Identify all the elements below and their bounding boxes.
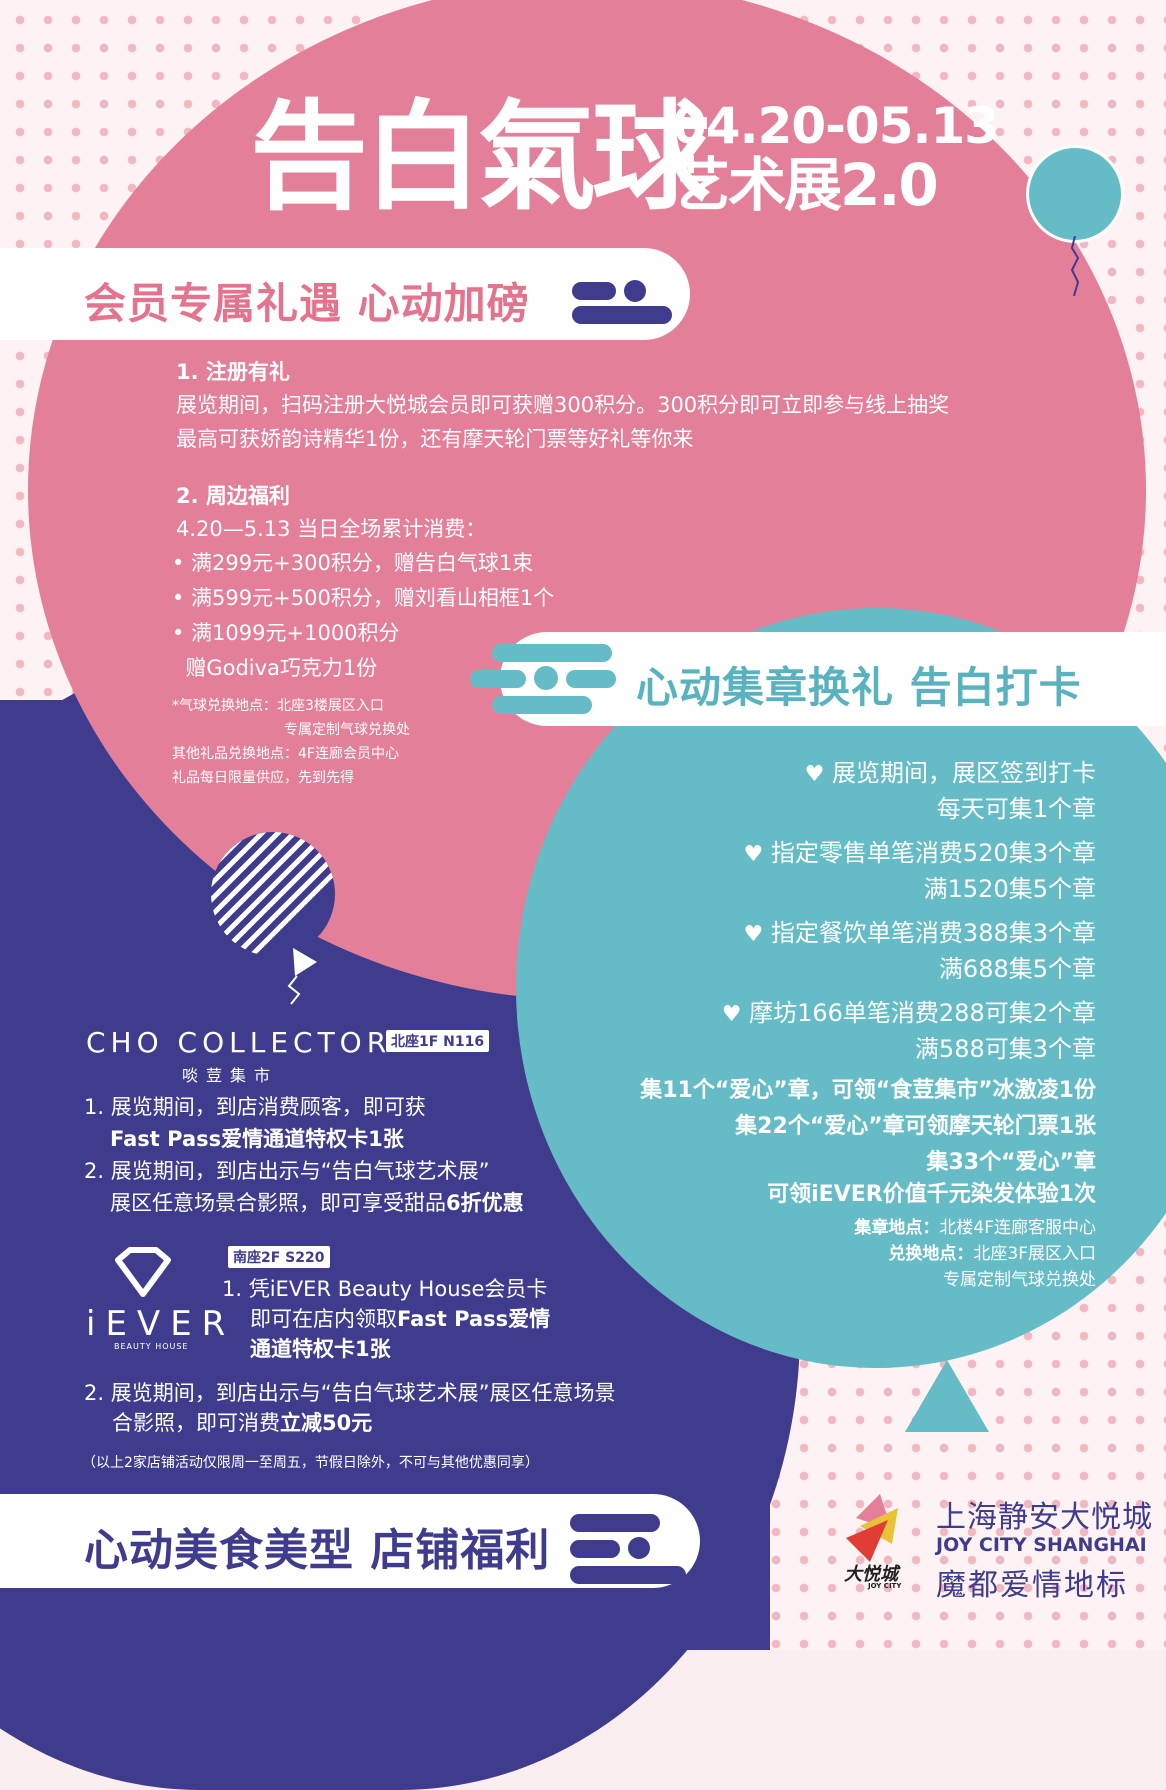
striped-balloon-icon — [211, 832, 335, 1005]
store2-item2-line2: 合影照，即可消费立减50元 — [112, 1408, 372, 1438]
deco-bar — [492, 696, 592, 714]
joy-city-logo-en: JOY CITY — [868, 1582, 902, 1590]
brand-line-1: 上海静安大悦城 — [936, 1500, 1153, 1535]
store2-item1-line2: 即可在店内领取Fast Pass爱情 — [250, 1304, 550, 1334]
stamp-item-line1: 展览期间，展区签到打卡 — [832, 759, 1096, 787]
collect-location: 集章地点：北楼4F连廊客服中心 — [536, 1216, 1096, 1241]
stamp-item-line2: 满588可集3个章 — [914, 1035, 1096, 1063]
member-section-title: 会员专属礼遇 心动加磅 — [84, 279, 530, 328]
note-line: 其他礼品兑换地点：4F连廊会员中心 — [172, 746, 399, 762]
exchange-value: 北座3F展区入口 — [973, 1244, 1096, 1264]
page-subtitle: 艺术展2.0 — [672, 151, 939, 219]
stamp-item-line2: 满688集5个章 — [938, 955, 1096, 983]
date-range: 04.20-05.13 — [672, 97, 999, 155]
deco-bar — [566, 670, 616, 688]
food-section-title: 心动美食美型 店铺福利 — [84, 1525, 551, 1576]
deco-dot — [534, 666, 558, 690]
collect-value: 北楼4F连廊客服中心 — [939, 1218, 1096, 1238]
teal-balloon — [516, 608, 1166, 1368]
heart-icon: ♥ — [804, 762, 825, 787]
deco-bar — [470, 670, 526, 688]
store2-item1-line3: 通道特权卡1张 — [250, 1337, 391, 1361]
deco-bar — [570, 1540, 620, 1558]
brand-line-3: 魔都爱情地标 — [936, 1568, 1128, 1603]
exchange-location: 兑换地点：北座3F展区入口 — [536, 1242, 1096, 1267]
stamp-item-line2: 每天可集1个章 — [936, 795, 1096, 823]
stamp-item: ♥ 指定零售单笔消费520集3个章 满1520集5个章 — [536, 836, 1096, 906]
store1-item1: 1. 展览期间，到店消费顾客，即可获 — [84, 1095, 426, 1119]
stamp-item-line1: 指定零售单笔消费520集3个章 — [770, 839, 1096, 867]
disclaimer: （以上2家店铺活动仅限周一至周五，节假日除外，不可与其他优惠同享） — [82, 1455, 539, 1471]
cho-collector-logo: CHO COLLECTOR — [86, 1026, 392, 1059]
stamp-item-line1: 摩坊166单笔消费288可集2个章 — [749, 999, 1096, 1027]
store1-location-tag: 北座1F N116 — [386, 1030, 490, 1052]
store2-item1-text: 即可在店内领取 — [250, 1307, 397, 1331]
store2-item2-text: 合影照，即可消费 — [112, 1411, 280, 1435]
item2-title: 2. 周边福利 — [176, 484, 290, 508]
store1-item2-line2: 展区任意场景合影照，即可享受甜品6折优惠 — [110, 1188, 524, 1218]
note-line: 礼品每日限量供应，先到先得 — [172, 770, 354, 786]
heart-icon: ♥ — [743, 922, 764, 947]
cho-collector-subname: 啖荳集市 — [182, 1066, 279, 1085]
stamp-section-title: 心动集章换礼 告白打卡 — [636, 663, 1082, 712]
item2-bullet: • 满299元+300积分，赠告白气球1束 — [172, 551, 534, 575]
reward-line: 集22个“爱心”章可领摩天轮门票1张 — [735, 1114, 1096, 1139]
joy-city-logo-icon — [846, 1494, 898, 1562]
deco-bar — [570, 1566, 686, 1584]
brand-line-2: JOY CITY SHANGHAI — [936, 1534, 1147, 1556]
stamp-item-line1: 指定餐饮单笔消费388集3个章 — [770, 919, 1096, 947]
item2-bullet: • 满599元+500积分，赠刘看山相框1个 — [172, 586, 555, 610]
store1-discount: 6折优惠 — [446, 1191, 524, 1215]
store2-discount: 立减50元 — [280, 1411, 373, 1435]
exchange-location-2: 专属定制气球兑换处 — [943, 1270, 1096, 1290]
item1-line: 最高可获娇韵诗精华1份，还有摩天轮门票等好礼等你来 — [176, 427, 694, 451]
balloon-string-icon — [1070, 236, 1080, 297]
reward-line: 集33个“爱心”章 — [926, 1150, 1096, 1175]
heart-icon: ♥ — [743, 842, 764, 867]
stamp-item: ♥ 摩坊166单笔消费288可集2个章 满588可集3个章 — [536, 996, 1096, 1066]
deco-bar — [572, 282, 616, 300]
deco-bar — [492, 644, 612, 662]
diamond-heart-icon — [115, 1247, 171, 1297]
item2-bullet: 赠Godiva巧克力1份 — [172, 656, 378, 680]
deco-dot — [628, 1537, 650, 1559]
page-title: 告白氣球 — [250, 88, 710, 226]
deco-dot — [624, 280, 646, 302]
reward-line: 可领iEVER价值千元染发体验1次 — [767, 1182, 1096, 1207]
collect-label: 集章地点： — [854, 1218, 940, 1238]
deco-bar — [572, 306, 672, 324]
heart-icon: ♥ — [721, 1002, 742, 1027]
note-line: *气球兑换地点：北座3楼展区入口 — [172, 698, 384, 714]
stamp-item-line2: 满1520集5个章 — [923, 875, 1096, 903]
store2-location-tag: 南座2F S220 — [228, 1246, 330, 1268]
store1-item1-highlight: Fast Pass爱情通道特权卡1张 — [110, 1127, 404, 1151]
item1-line: 展览期间，扫码注册大悦城会员即可获赠300积分。300积分即可立即参与线上抽奖 — [176, 393, 950, 417]
store2-item1-highlight: Fast Pass爱情 — [397, 1307, 551, 1331]
stamp-item: ♥ 展览期间，展区签到打卡 每天可集1个章 — [536, 756, 1096, 826]
small-balloon-icon — [1026, 145, 1124, 243]
joy-city-logo-cn: 大悦城 — [844, 1564, 898, 1585]
store1-item2: 2. 展览期间，到店出示与“告白气球艺术展” — [84, 1159, 490, 1183]
note-line: 专属定制气球兑换处 — [284, 722, 410, 738]
iever-logo-text: iEVER — [86, 1304, 236, 1344]
store2-item2: 2. 展览期间，到店出示与“告白气球艺术展”展区任意场景 — [84, 1381, 616, 1405]
reward-line: 集11个“爱心”章，可领“食荳集市”冰激凌1份 — [640, 1078, 1096, 1103]
teal-balloon-knot — [905, 1360, 989, 1432]
exchange-label: 兑换地点： — [888, 1244, 974, 1264]
item1-title: 1. 注册有礼 — [176, 360, 290, 384]
stamp-item: ♥ 指定餐饮单笔消费388集3个章 满688集5个章 — [536, 916, 1096, 986]
store2-item1: 1. 凭iEVER Beauty House会员卡 — [222, 1277, 548, 1301]
item2-bullet: • 满1099元+1000积分 — [172, 621, 400, 645]
item2-intro: 4.20—5.13 当日全场累计消费： — [176, 517, 487, 541]
store1-item2-text: 展区任意场景合影照，即可享受甜品 — [110, 1191, 446, 1215]
deco-bar — [570, 1514, 660, 1532]
iever-logo-sub: BEAUTY HOUSE — [114, 1342, 189, 1351]
